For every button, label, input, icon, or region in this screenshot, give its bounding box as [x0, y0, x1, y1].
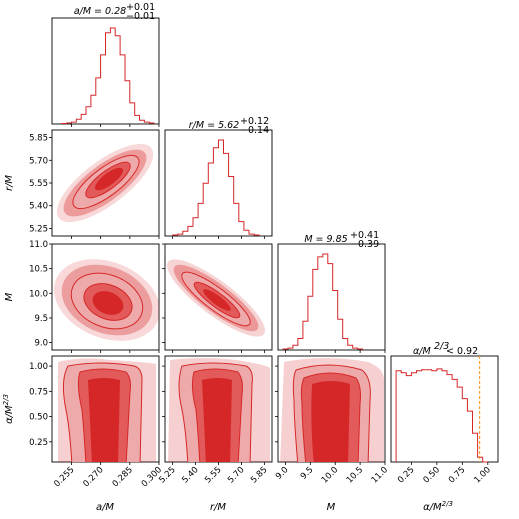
title-a-sup: +0.01 — [126, 2, 155, 13]
y-tick-label-3-1: 0.50 — [29, 413, 48, 423]
x-tick-label-2-3: 10.5 — [345, 465, 365, 485]
x-tick-label-1-1: 5.40 — [180, 465, 200, 485]
density-m-alpha — [280, 358, 384, 462]
density-r-m — [167, 259, 265, 337]
histograms — [61, 27, 488, 463]
y-tick-label-2-2: 10.0 — [29, 289, 48, 299]
x-tick-label-3-3: 1.00 — [472, 465, 492, 485]
title-alpha-exp: 2/3 — [434, 341, 449, 352]
xlabel-r: r/M — [210, 502, 226, 513]
x-tick-label-3-1: 0.50 — [422, 465, 442, 485]
y-tick-label-1-4: 5.85 — [29, 134, 48, 144]
density-a-alpha — [58, 358, 156, 462]
title-m: M = 9.85 — [304, 234, 347, 245]
y-tick-label-1-3: 5.70 — [29, 156, 48, 166]
panel-hist-m — [277, 243, 386, 351]
hist-3 — [395, 368, 488, 463]
title-alpha-suffix: < 0.92 — [446, 346, 478, 357]
title-m-sup: +0.41 — [350, 230, 379, 241]
density-a-r — [56, 143, 154, 223]
x-tick-label-1-4: 5.85 — [249, 465, 269, 485]
hist-0 — [61, 27, 155, 124]
x-tick-label-0-0: 0.255 — [52, 465, 76, 489]
ylabel-r: r/M — [4, 175, 15, 191]
title-a-sub: −0.01 — [126, 11, 155, 22]
y-tick-label-2-3: 10.5 — [29, 265, 48, 275]
x-tick-label-2-4: 11.0 — [370, 465, 390, 485]
ylabel-alpha: α/M2/3 — [2, 394, 15, 424]
ylabel-m: M — [4, 292, 15, 301]
panel-hist-a — [51, 17, 160, 125]
title-r: r/M = 5.62 — [189, 120, 239, 131]
y-tick-label-3-2: 0.75 — [29, 387, 48, 397]
y-tick-label-1-1: 5.40 — [29, 202, 48, 212]
x-tick-label-3-0: 0.25 — [396, 465, 416, 485]
xlabel-m: M — [327, 502, 336, 513]
x-tick-label-1-0: 5.25 — [157, 465, 177, 485]
panel-hist-alpha — [390, 355, 499, 463]
y-tick-label-2-4: 11.0 — [29, 240, 48, 250]
y-tick-label-3-3: 1.00 — [29, 362, 48, 372]
y-tick-label-2-1: 9.5 — [34, 314, 48, 324]
x-tick-label-1-2: 5.55 — [203, 465, 223, 485]
x-tick-label-0-2: 0.285 — [111, 465, 135, 489]
density-a-m — [54, 259, 159, 341]
y-tick-label-2-0: 9.0 — [34, 339, 48, 349]
hist-2 — [282, 253, 364, 350]
hist-1 — [172, 139, 260, 236]
panel-a-m — [51, 243, 160, 351]
y-tick-label-1-0: 5.25 — [29, 224, 48, 234]
y-tick-label-3-0: 0.25 — [29, 438, 48, 448]
x-tick-label-1-3: 5.70 — [226, 465, 246, 485]
x-tick-label-2-0: 9.0 — [274, 465, 291, 482]
xlabel-alpha: α/M2/3 — [423, 500, 453, 513]
density-r-alpha — [168, 358, 270, 462]
xlabel-a: a/M — [96, 502, 114, 513]
x-tick-label-2-1: 9.5 — [299, 465, 316, 482]
x-tick-label-3-2: 0.75 — [447, 465, 467, 485]
title-alpha: α/M — [413, 346, 431, 357]
title-m-sub: −0.39 — [350, 239, 379, 250]
title-r-sup: +0.12 — [240, 116, 269, 127]
x-tick-label-2-2: 10.0 — [320, 465, 340, 485]
y-tick-label-1-2: 5.55 — [29, 179, 48, 189]
x-tick-label-0-1: 0.270 — [81, 465, 105, 489]
title-a: a/M = 0.28 — [74, 6, 126, 17]
title-r-sub: −0.14 — [240, 125, 269, 136]
